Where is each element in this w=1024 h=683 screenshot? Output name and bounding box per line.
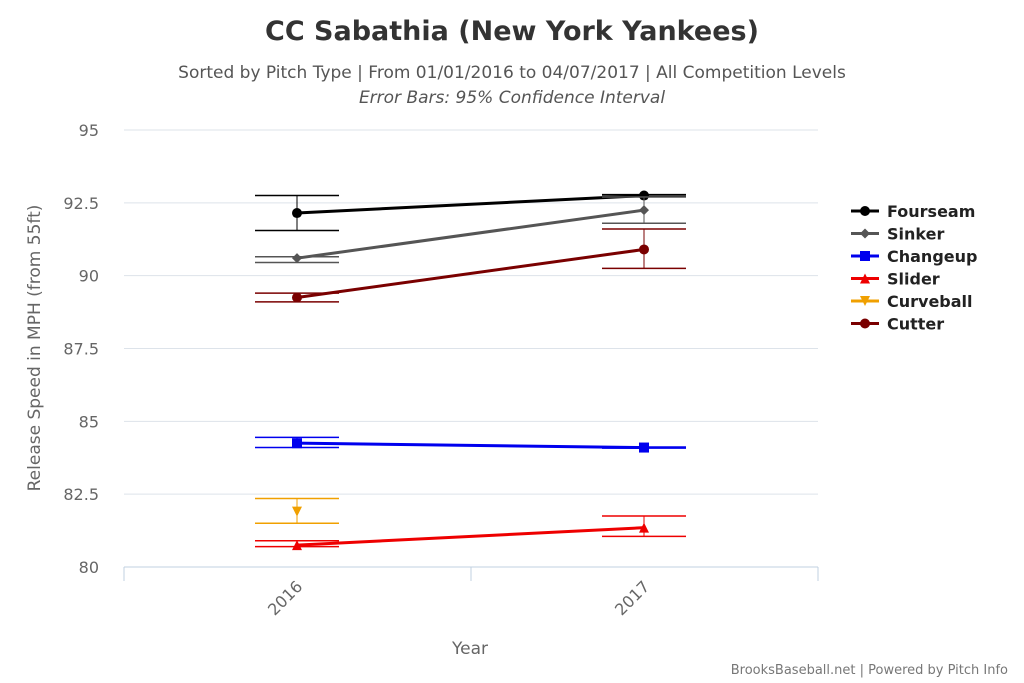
x-axis-title: Year (451, 639, 488, 659)
legend-item-changeup[interactable]: Changeup (851, 247, 977, 266)
chart-subtitle-ci: Error Bars: 95% Confidence Interval (359, 88, 665, 108)
series-curveball (255, 497, 339, 525)
point-fourseam-2017 (639, 190, 649, 201)
y-axis-title: Release Speed in MPH (from 55ft) (25, 205, 45, 492)
point-curveball-2016 (292, 506, 302, 517)
legend-marker-curveball (860, 296, 870, 306)
legend-marker-sinker (860, 228, 870, 239)
y-axis-ticks: 80 82.5 85 87.5 90 92.5 95 (63, 121, 99, 577)
legend-item-cutter[interactable]: Cutter (851, 315, 944, 334)
series-line-sinker (296, 208, 645, 260)
series-sinker (255, 196, 686, 264)
y-tick-label: 85 (79, 412, 99, 431)
y-tick-label: 87.5 (63, 340, 99, 359)
series-line-cutter (296, 247, 645, 300)
legend-label-changeup: Changeup (887, 247, 977, 266)
legend-marker-fourseam (860, 206, 870, 216)
point-slider-2016 (292, 540, 302, 551)
legend-label-fourseam: Fourseam (887, 202, 975, 221)
y-tick-label: 80 (79, 558, 99, 577)
legend-label-sinker: Sinker (887, 225, 944, 244)
legend-label-curveball: Curveball (887, 292, 973, 311)
y-tick-label: 82.5 (63, 485, 99, 504)
legend-label-slider: Slider (887, 270, 940, 289)
series-cutter (255, 228, 686, 303)
series-slider (255, 515, 686, 551)
point-cutter-2017 (639, 244, 649, 255)
y-tick-label: 92.5 (63, 194, 99, 213)
legend-label-cutter: Cutter (887, 315, 944, 334)
point-changeup-2017 (639, 442, 649, 453)
point-slider-2017 (639, 522, 649, 533)
legend-marker-changeup (860, 251, 870, 261)
legend[interactable]: Fourseam Sinker Changeup Slider Curveball Cut… (851, 202, 977, 334)
point-sinker-2016 (292, 253, 302, 264)
point-cutter-2016 (292, 292, 302, 303)
x-axis: 2016 2017 (123, 566, 819, 619)
point-fourseam-2016 (292, 208, 302, 219)
legend-item-sinker[interactable]: Sinker (851, 225, 944, 244)
legend-item-fourseam[interactable]: Fourseam (851, 202, 975, 221)
y-tick-label: 90 (79, 267, 99, 286)
x-tick-label: 2016 (264, 577, 306, 619)
x-tick-label: 2017 (611, 577, 653, 619)
y-tick-label: 95 (79, 121, 99, 140)
legend-item-curveball[interactable]: Curveball (851, 292, 973, 311)
legend-item-slider[interactable]: Slider (851, 270, 940, 289)
point-changeup-2016 (292, 438, 302, 449)
series-changeup (255, 436, 686, 453)
credit-text[interactable]: BrooksBaseball.net | Powered by Pitch In… (731, 663, 1008, 678)
grid (124, 129, 818, 495)
point-sinker-2017 (639, 205, 649, 216)
legend-marker-cutter (860, 318, 870, 329)
legend-marker-slider (860, 273, 870, 284)
series-group (255, 190, 686, 551)
chart-subtitle: Sorted by Pitch Type | From 01/01/2016 t… (178, 63, 846, 83)
chart-title: CC Sabathia (New York Yankees) (265, 16, 759, 47)
series-line-changeup (296, 441, 645, 450)
series-line-slider (296, 526, 645, 547)
series-line-fourseam (296, 194, 645, 215)
